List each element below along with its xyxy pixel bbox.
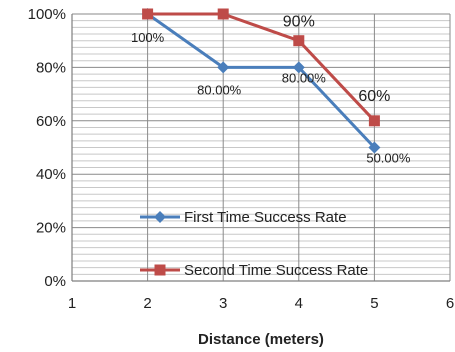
data-label: 100% bbox=[203, 0, 244, 2]
series-group bbox=[141, 8, 381, 154]
x-tick-label: 2 bbox=[143, 295, 151, 312]
data-point-square bbox=[217, 8, 229, 20]
series-line-2 bbox=[147, 12, 376, 122]
data-label: 60% bbox=[358, 88, 390, 105]
x-tick-label: 6 bbox=[446, 295, 454, 312]
data-point-diamond bbox=[217, 61, 230, 74]
x-tick-label: 5 bbox=[370, 295, 378, 312]
y-tick-label: 20% bbox=[36, 220, 66, 237]
data-point-diamond bbox=[292, 61, 305, 74]
x-axis-title: Distance (meters) bbox=[198, 331, 324, 348]
y-tick-label: 80% bbox=[36, 59, 66, 76]
x-tick-label: 3 bbox=[219, 295, 227, 312]
legend-marker-square bbox=[154, 264, 166, 276]
data-point-square bbox=[142, 8, 154, 20]
legend-entry: First Time Success Rate bbox=[184, 209, 347, 226]
legend-entry: Second Time Success Rate bbox=[184, 262, 368, 279]
y-tick-label: 60% bbox=[36, 113, 66, 130]
data-label: 90% bbox=[283, 14, 315, 31]
data-label: 50.00% bbox=[366, 151, 411, 166]
data-point-diamond bbox=[368, 141, 381, 154]
y-tick-label: 100% bbox=[28, 6, 66, 23]
x-tick-label: 4 bbox=[295, 295, 303, 312]
data-label: 100% bbox=[131, 30, 165, 45]
x-tick-label: 1 bbox=[68, 295, 76, 312]
grid-lines bbox=[72, 13, 451, 282]
y-tick-label: 0% bbox=[44, 273, 66, 290]
x-tick-labels: 1 2 3 4 5 6 bbox=[68, 295, 454, 312]
data-labels: 100% 80.00% 80.00% 50.00% 100% 90% 60% bbox=[131, 0, 411, 166]
data-point-square bbox=[293, 35, 305, 47]
legend: First Time Success Rate Second Time Succe… bbox=[140, 209, 368, 279]
y-tick-label: 40% bbox=[36, 166, 66, 183]
data-point-square bbox=[368, 115, 380, 127]
axes bbox=[71, 14, 450, 282]
y-tick-labels: 0% 20% 40% 60% 80% 100% bbox=[28, 6, 66, 290]
data-label: 80.00% bbox=[197, 82, 242, 97]
series-line-1 bbox=[146, 12, 376, 149]
legend-marker-diamond bbox=[154, 211, 166, 223]
data-label: 80.00% bbox=[282, 70, 327, 85]
